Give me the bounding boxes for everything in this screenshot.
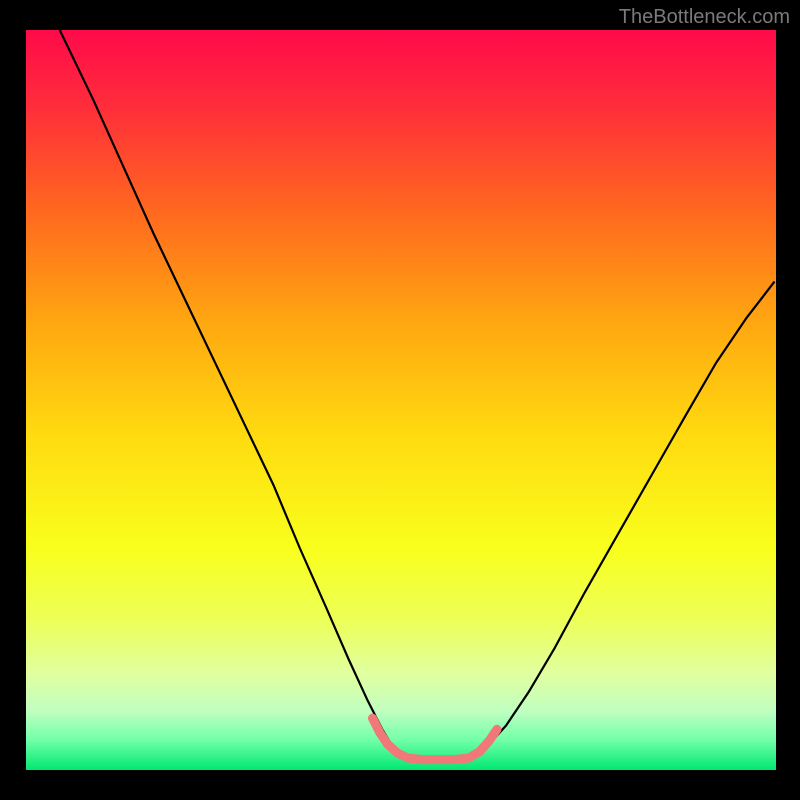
plot-area (26, 30, 776, 770)
watermark-text: TheBottleneck.com (619, 6, 790, 29)
bottleneck-curve-chart (26, 30, 776, 770)
chart-container: TheBottleneck.com (0, 0, 800, 800)
gradient-background (26, 30, 776, 770)
